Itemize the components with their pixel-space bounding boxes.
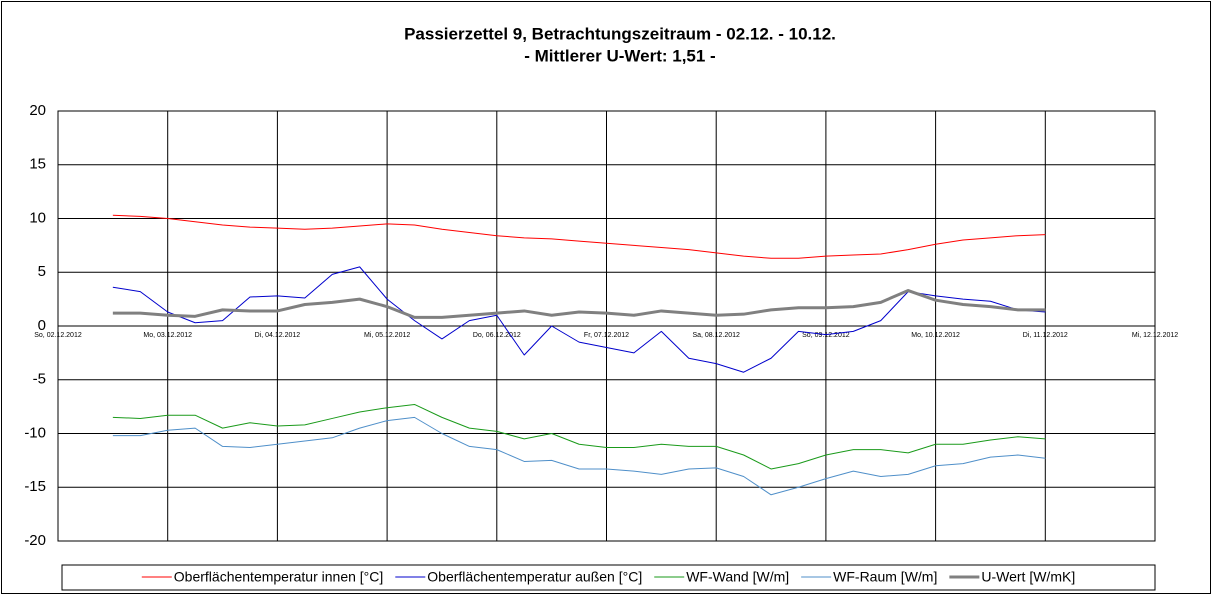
y-tick-label: 10: [29, 209, 46, 226]
x-tick-label: Di, 11.12.2012: [1023, 332, 1068, 339]
y-tick-label: -10: [24, 424, 46, 441]
y-tick-label: 15: [29, 156, 46, 173]
x-tick-label: Do, 06.12.2012: [473, 332, 521, 339]
legend-label: WF-Raum [W/m]: [833, 569, 937, 585]
y-tick-label: 0: [38, 317, 46, 334]
legend-label: Oberflächentemperatur außen [°C]: [427, 569, 642, 585]
legend-label: WF-Wand [W/m]: [686, 569, 789, 585]
y-tick-label: -20: [24, 532, 46, 549]
x-tick-label: So, 09.12.2012: [802, 332, 850, 339]
x-tick-label: Fr, 07.12.2012: [584, 332, 629, 339]
series-line: [112, 289, 1046, 319]
x-tick-label: Mo, 03.12.2012: [143, 332, 192, 339]
y-tick-label: 20: [29, 102, 46, 119]
x-tick-label: Mi, 12.12.2012: [1132, 332, 1178, 339]
y-tick-label: -15: [24, 478, 46, 495]
chart-subtitle: - Mittlerer U-Wert: 1,51 -: [524, 46, 715, 65]
x-tick-label: Sa, 08.12.2012: [692, 332, 740, 339]
series-line: [112, 214, 1046, 259]
y-tick-label: 5: [38, 263, 46, 280]
x-tick-label: Mo, 10.12.2012: [911, 332, 960, 339]
series-line: [112, 403, 1046, 470]
legend-label: U-Wert [W/mK]: [981, 569, 1075, 585]
legend-label: Oberflächentemperatur innen [°C]: [174, 569, 384, 585]
y-tick-label: -5: [33, 371, 46, 388]
series-line: [112, 266, 1046, 373]
x-tick-label: Mi, 05.12.2012: [364, 332, 410, 339]
x-tick-label: Di, 04.12.2012: [255, 332, 301, 339]
chart-title: Passierzettel 9, Betrachtungszeitraum - …: [404, 24, 836, 43]
series-line: [112, 416, 1046, 496]
x-tick-label: So, 02.12.2012: [34, 332, 82, 339]
